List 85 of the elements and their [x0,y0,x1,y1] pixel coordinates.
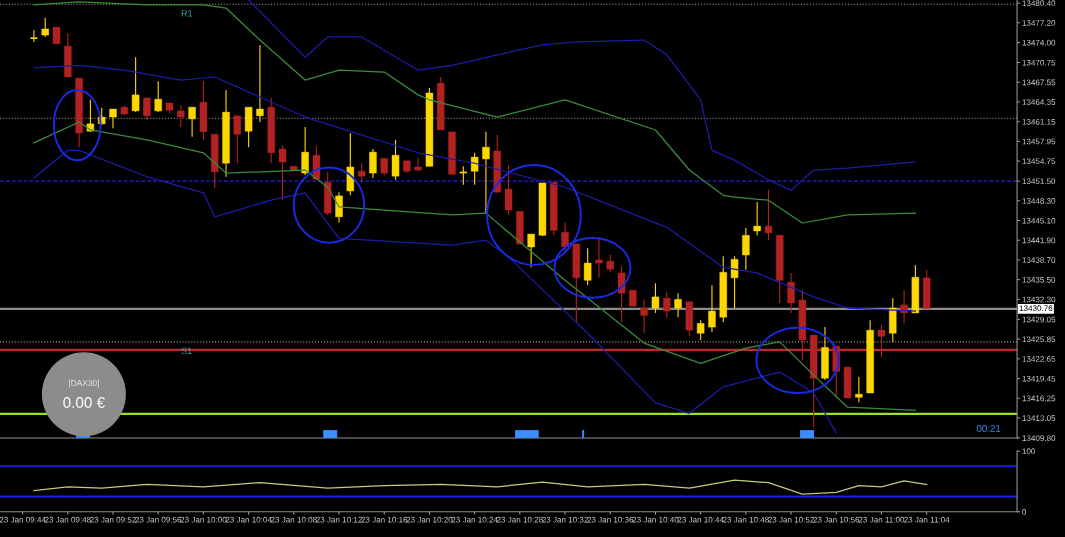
x-tick-label: 23 Jan 10:12 [316,516,362,523]
x-tick-label: 23 Jan 09:56 [135,516,182,523]
candlestick [459,165,468,186]
y-tick-label: 13451.50 [1022,178,1056,185]
candlestick [753,201,761,236]
candlestick [651,282,660,314]
y-tick-label: 13413.05 [1022,415,1056,421]
y-tick-label: 13464.35 [1022,99,1056,105]
y-tick-label: 13409.80 [1022,435,1056,441]
annotation: [DAX30] [68,379,99,388]
y-tick-label: 13429.05 [1022,316,1056,323]
y-tick-label: 13457.95 [1022,138,1056,145]
x-tick-label: 23 Jan 10:00 [180,516,227,523]
candlestick [391,139,400,181]
candlestick [177,104,185,128]
y-tick-label: 13454.75 [1022,158,1056,165]
x-tick-label: 23 Jan 11:04 [904,516,950,523]
candlestick [561,221,569,254]
ref-line-label: S1 [181,347,192,355]
candlestick [877,324,886,358]
x-tick-label: 23 Jan 11:00 [858,516,905,523]
candlestick [335,191,343,223]
candlestick [708,284,716,333]
candlestick [154,80,162,113]
candlestick [482,131,490,214]
candlestick [256,44,264,123]
x-tick-label: 23 Jan 10:56 [813,516,860,523]
y-tick-label: 13435.50 [1022,276,1056,283]
x-tick-label: 23 Jan 10:52 [768,516,814,523]
annotation: 00:21 [976,424,1001,432]
candlestick [357,162,366,183]
x-tick-label: 23 Jan 10:32 [542,516,588,523]
x-tick-label: 23 Jan 10:36 [587,516,634,523]
candlestick [369,148,377,179]
candlestick [527,233,535,268]
y-tick-label: 13448.30 [1022,198,1056,204]
y-tick-label: 0 [1022,509,1027,515]
annotation: 0.00 € [63,397,105,408]
candlestick [787,272,795,314]
ref-line-label: R1 [181,10,193,17]
y-tick-label: 13441.90 [1022,237,1056,244]
candlestick [595,236,603,279]
y-tick-label: 13438.70 [1022,257,1056,263]
candlestick [663,291,671,319]
candlestick [188,106,196,138]
candlestick [414,157,422,172]
candlestick [900,289,908,324]
candlestick [301,126,309,176]
candlestick [278,144,287,201]
y-tick-label: 13467.55 [1022,79,1056,86]
ref-line-label: 13430.76 [1019,305,1053,312]
y-tick-label: 100 [1022,448,1036,455]
candlestick [470,152,479,186]
y-tick-label: 13477.20 [1022,20,1056,26]
y-tick-label: 13422.65 [1022,356,1056,362]
candlestick [109,108,117,129]
x-tick-label: 23 Jan 10:40 [632,516,679,523]
y-tick-label: 13432.30 [1022,296,1056,303]
candlestick [617,265,626,323]
candlestick [764,189,773,241]
y-tick-label: 13419.45 [1022,375,1056,382]
x-tick-label: 23 Jan 10:16 [361,516,408,523]
candlestick [855,376,863,403]
candlestick [742,227,750,271]
y-tick-label: 13470.75 [1022,59,1056,66]
candlestick [233,115,242,164]
x-tick-label: 23 Jan 10:20 [406,516,453,523]
y-tick-label: 13416.25 [1022,395,1056,402]
y-tick-label: 13480.40 [1022,0,1056,7]
y-tick-label: 13474.00 [1022,39,1056,46]
candlestick [131,56,140,113]
y-tick-label: 13461.15 [1022,118,1056,125]
candlestick [29,29,39,43]
candlestick [41,17,49,38]
x-tick-label: 23 Jan 09:52 [90,516,136,523]
candlestick [504,164,513,216]
x-tick-label: 23 Jan 09:44 [0,516,46,523]
y-tick-label: 13425.85 [1022,336,1056,343]
y-tick-label: 13445.10 [1022,217,1056,224]
candlestick [730,255,739,309]
candlestick [640,298,648,334]
candlestick [674,292,682,318]
candlestick [583,247,592,286]
candlestick [143,97,151,121]
candlestick [696,319,705,341]
